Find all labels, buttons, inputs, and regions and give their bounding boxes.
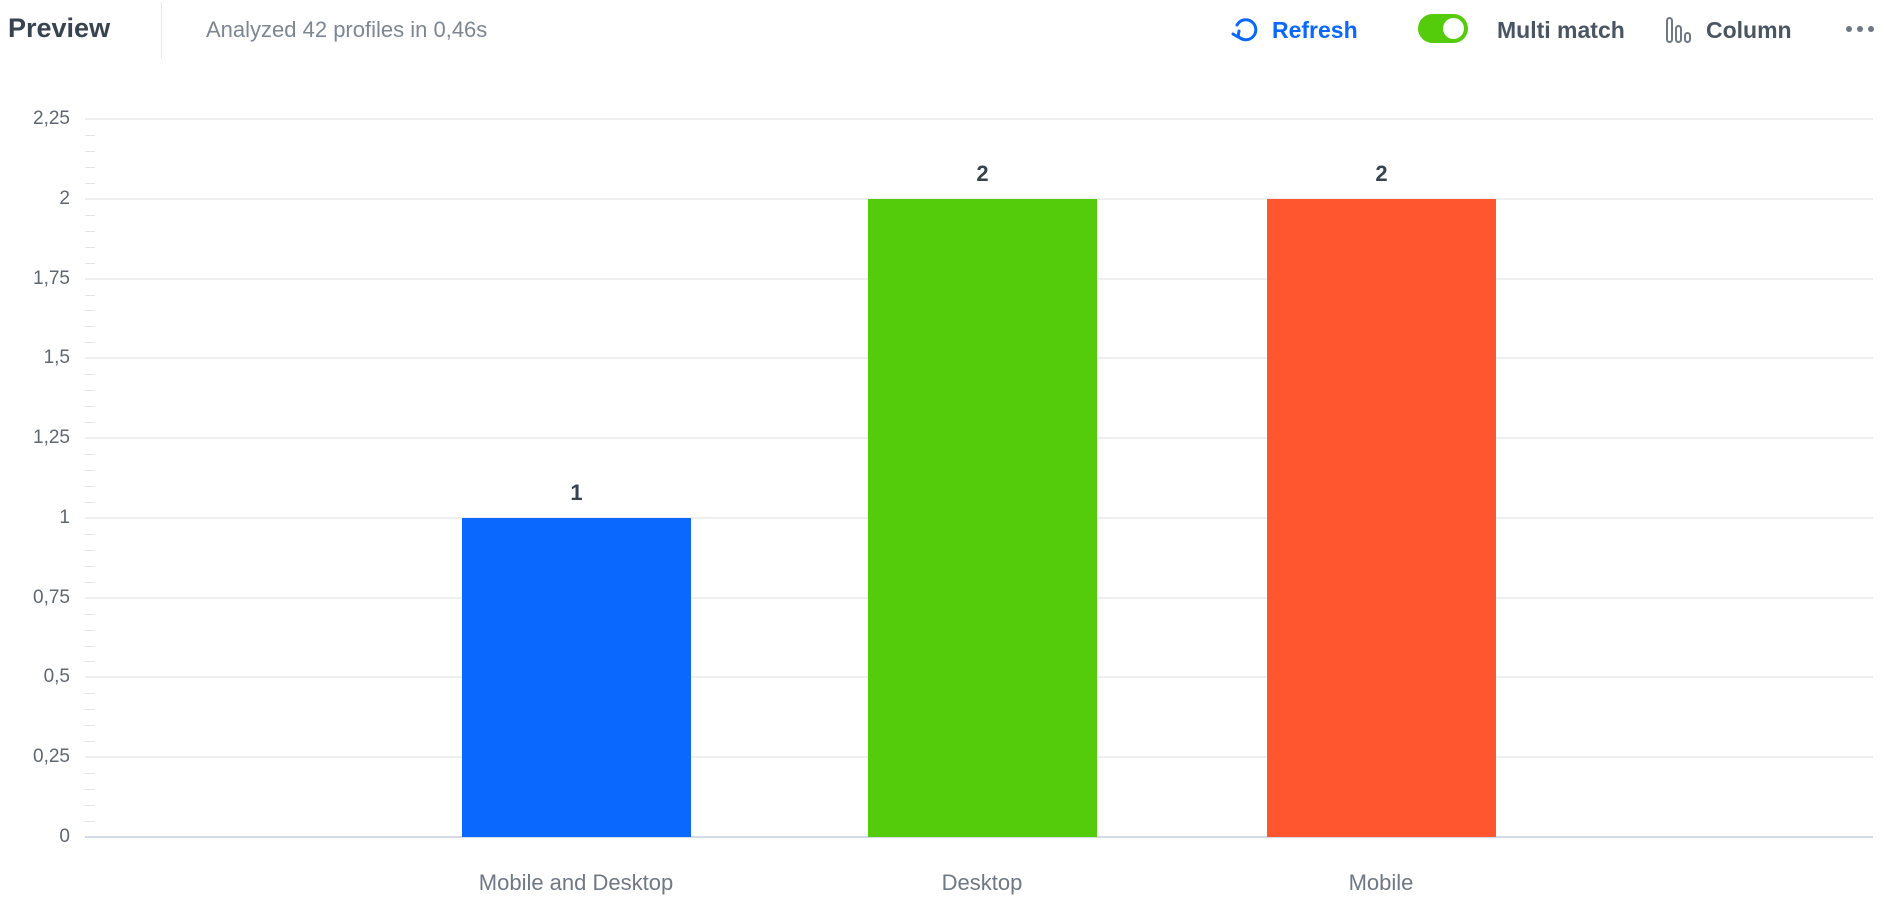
minor-tick [85,374,95,376]
minor-tick [85,725,95,727]
minor-tick [85,645,95,647]
x-axis-category-label: Mobile and Desktop [478,870,674,895]
x-axis-category-label: Mobile [1348,870,1414,895]
y-axis-tick-label: 1,75 [33,267,70,289]
refresh-label: Refresh [1272,16,1358,43]
bar-value-label: 2 [1375,160,1388,186]
minor-tick [85,629,95,631]
column-chart-icon [1666,17,1691,43]
bar-value-label: 1 [570,479,583,505]
page-title: Preview [8,13,111,43]
minor-tick [85,214,95,216]
more-options-button[interactable] [1846,22,1878,36]
minor-tick [85,773,95,775]
minor-tick [85,454,95,456]
y-axis-tick-label: 0 [59,826,70,847]
y-axis-tick-label: 0,75 [33,586,70,608]
minor-tick [85,805,95,807]
minor-tick [85,565,95,567]
minor-tick [85,485,95,487]
minor-tick [85,310,95,312]
analysis-status: Analyzed 42 profiles in 0,46s [206,17,488,42]
header-divider [161,2,162,58]
more-horizontal-icon [1857,26,1863,32]
minor-tick [85,134,95,136]
minor-tick [85,613,95,615]
minor-tick [85,326,95,328]
minor-tick [85,150,95,152]
minor-tick [85,230,95,232]
chart-type-button[interactable]: Column [1664,12,1792,48]
minor-tick [85,741,95,743]
minor-tick [85,342,95,344]
y-axis-tick-label: 1,5 [43,347,70,369]
minor-tick [85,533,95,535]
x-axis-category-label: Desktop [941,870,1023,895]
more-horizontal-icon [1868,26,1874,32]
minor-tick [85,390,95,392]
minor-tick [85,789,95,791]
minor-tick [85,661,95,663]
gridline [85,118,1873,120]
y-axis-tick-label: 1 [59,506,70,528]
minor-tick [85,182,95,184]
minor-tick [85,501,95,503]
column-chart: 0 0,25 0,5 0,75 1 1,25 1,5 1,75 2 2,25 1 Mobile and… [0,62,1886,906]
y-axis-tick-label: 2 [59,187,70,209]
minor-tick [85,693,95,695]
bar-desktop[interactable] [868,198,1097,837]
y-axis-tick-label: 2,25 [33,108,70,129]
minor-tick [85,549,95,551]
minor-tick [85,166,95,168]
y-axis-tick-label: 0,25 [33,746,70,768]
toggle-knob [1443,18,1464,39]
y-axis-tick-label: 1,25 [33,427,70,449]
minor-tick [85,581,95,583]
x-axis-baseline [85,836,1873,838]
minor-tick [85,262,95,264]
multi-match-toggle[interactable] [1418,14,1468,43]
y-axis-tick-label: 0,5 [43,666,70,688]
more-horizontal-icon [1846,26,1852,32]
bar-value-label: 2 [976,160,989,186]
bar-mobile[interactable] [1267,198,1496,837]
minor-tick [85,422,95,424]
minor-tick [85,406,95,408]
refresh-icon [1231,18,1258,42]
minor-tick [85,470,95,472]
refresh-button[interactable]: Refresh [1230,12,1358,48]
chart-type-label: Column [1706,16,1792,43]
minor-tick [85,821,95,823]
multi-match-label: Multi match [1497,17,1625,43]
minor-tick [85,246,95,248]
bar-mobile-and-desktop[interactable] [462,517,691,837]
minor-tick [85,294,95,296]
minor-tick [85,709,95,711]
preview-header: Preview Analyzed 42 profiles in 0,46s Re… [0,0,1886,62]
